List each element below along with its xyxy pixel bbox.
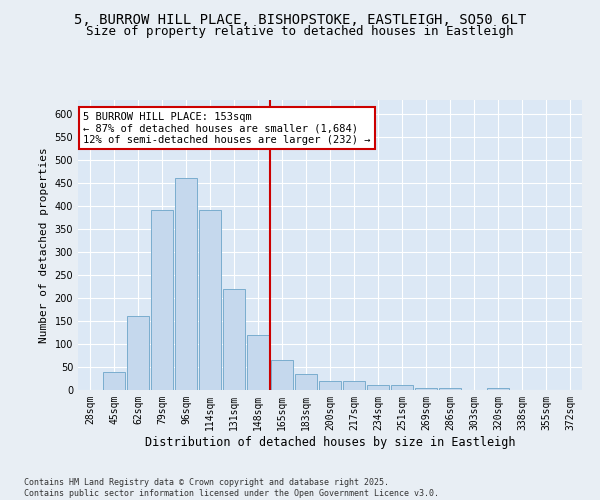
Y-axis label: Number of detached properties: Number of detached properties	[39, 147, 49, 343]
Bar	[319, 381, 341, 390]
Bar	[439, 388, 461, 390]
Bar	[271, 360, 293, 390]
Bar	[103, 372, 125, 390]
Bar	[175, 178, 197, 390]
Bar	[295, 374, 317, 390]
Bar	[127, 316, 149, 390]
Bar	[391, 386, 413, 390]
Bar	[223, 288, 245, 390]
Bar	[343, 381, 365, 390]
Text: 5, BURROW HILL PLACE, BISHOPSTOKE, EASTLEIGH, SO50 6LT: 5, BURROW HILL PLACE, BISHOPSTOKE, EASTL…	[74, 12, 526, 26]
Bar	[247, 335, 269, 390]
Text: Size of property relative to detached houses in Eastleigh: Size of property relative to detached ho…	[86, 25, 514, 38]
Text: 5 BURROW HILL PLACE: 153sqm
← 87% of detached houses are smaller (1,684)
12% of : 5 BURROW HILL PLACE: 153sqm ← 87% of det…	[83, 112, 371, 145]
Text: Contains HM Land Registry data © Crown copyright and database right 2025.
Contai: Contains HM Land Registry data © Crown c…	[24, 478, 439, 498]
Bar	[367, 386, 389, 390]
Bar	[199, 210, 221, 390]
Bar	[415, 388, 437, 390]
Bar	[487, 388, 509, 390]
Bar	[151, 210, 173, 390]
X-axis label: Distribution of detached houses by size in Eastleigh: Distribution of detached houses by size …	[145, 436, 515, 448]
